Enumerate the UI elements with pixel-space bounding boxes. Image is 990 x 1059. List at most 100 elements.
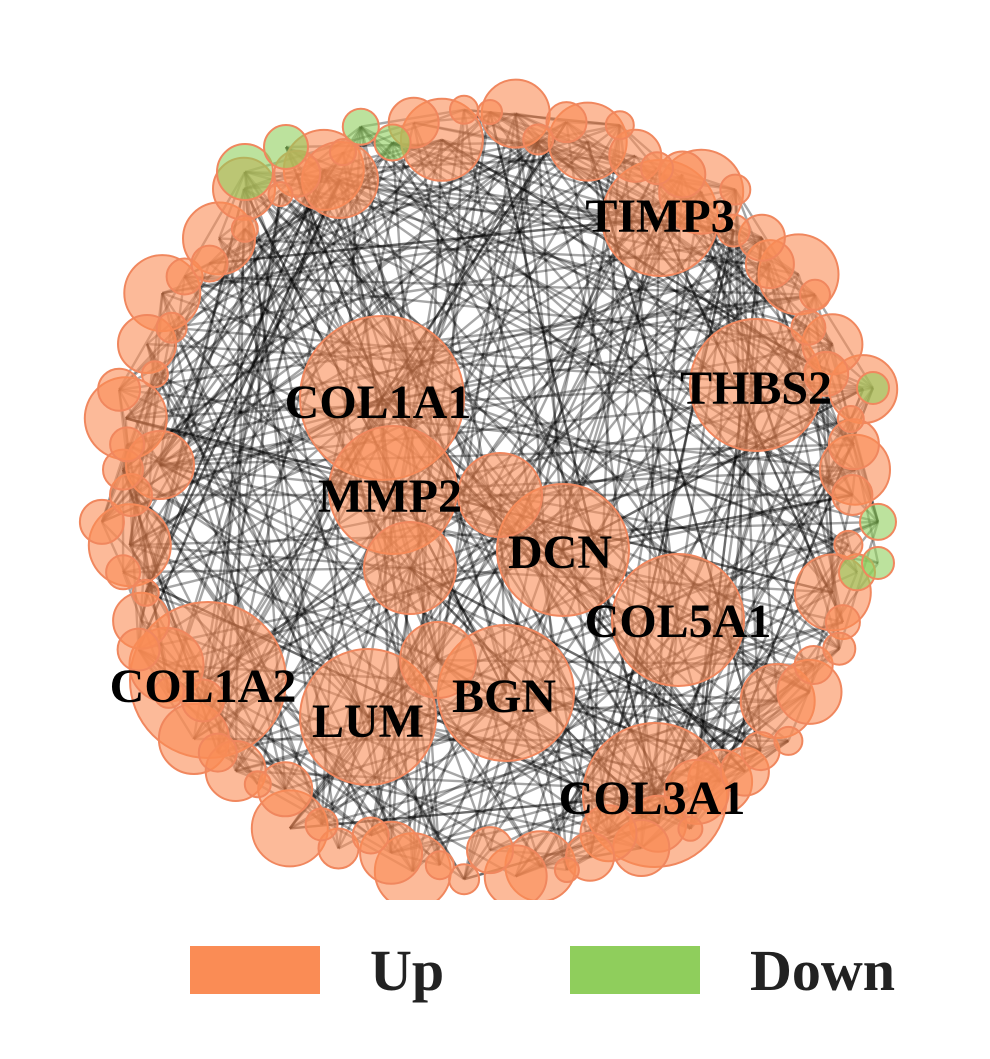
- network-edge: [153, 373, 466, 880]
- network-edge: [489, 111, 834, 594]
- network-edge: [161, 291, 849, 547]
- network-edge: [653, 174, 684, 796]
- legend-label-down: Down: [750, 937, 896, 1003]
- network-edge: [161, 292, 542, 867]
- node-ring-10: [719, 173, 752, 206]
- node-ring-65: [131, 578, 160, 607]
- node-ring-47: [448, 863, 481, 896]
- network-edge: [370, 621, 844, 837]
- node-ring-5: [604, 110, 635, 141]
- network-edge: [122, 138, 539, 471]
- network-edge: [537, 139, 565, 551]
- node-ring-18: [803, 350, 850, 397]
- hub-label-col1a2: COL1A2: [110, 660, 297, 713]
- network-nodes: [78, 78, 899, 900]
- node-ring-24: [859, 502, 897, 541]
- network-edge: [162, 216, 661, 295]
- network-edge: [145, 343, 466, 880]
- network-edge: [499, 236, 763, 496]
- network-edge: [285, 146, 850, 546]
- network-edge: [126, 443, 721, 783]
- network-edge: [171, 121, 568, 329]
- network-edge: [123, 566, 411, 574]
- ppi-network: COL1A1 MMP2 DCN TIMP3 THBS2 COL5A1 COL1A…: [78, 78, 899, 900]
- network-edge: [514, 112, 858, 574]
- network-edge: [125, 154, 636, 420]
- network-edge: [122, 468, 659, 825]
- network-edge: [514, 113, 610, 834]
- node-down-2: [856, 371, 890, 405]
- network-edge: [170, 327, 370, 718]
- network-edge: [118, 293, 816, 391]
- node-ring-30: [793, 645, 834, 685]
- network-edge: [359, 125, 858, 574]
- network-edge: [122, 121, 568, 471]
- network-edge: [183, 275, 542, 867]
- node-inner-0: [363, 521, 457, 615]
- network-edge: [184, 275, 879, 565]
- node-ring-91: [449, 94, 479, 125]
- node-ring-48: [424, 850, 455, 881]
- node-ring-83: [267, 181, 294, 208]
- hub-label-col3a1: COL3A1: [559, 772, 746, 825]
- node-ring-71: [109, 426, 146, 463]
- node-ring-53: [304, 807, 339, 842]
- node-ring-7: [640, 151, 674, 186]
- hub-label-thbs2: THBS2: [680, 362, 832, 415]
- network-edge: [565, 121, 657, 796]
- hub-gene-labels: COL1A1 MMP2 DCN TIMP3 THBS2 COL5A1 COL1A…: [110, 190, 832, 825]
- network-edge: [296, 172, 799, 276]
- network-edge: [125, 293, 816, 420]
- legend-swatch-down: [570, 946, 700, 994]
- legend-label-up: Up: [370, 937, 445, 1003]
- legend-swatch-up: [190, 946, 320, 994]
- legend-item-down: Down: [570, 930, 895, 1010]
- node-ring-20: [836, 405, 865, 433]
- network-edge: [122, 468, 656, 797]
- hub-label-lum: LUM: [312, 695, 424, 748]
- node-ring-43: [553, 857, 580, 883]
- network-edge: [392, 236, 763, 491]
- node-inner-2: [457, 452, 543, 538]
- network-edge: [409, 566, 762, 753]
- hub-label-timp3: TIMP3: [585, 190, 734, 243]
- network-edge: [144, 179, 342, 594]
- network-edge: [209, 216, 661, 265]
- node-ring-73: [97, 367, 142, 412]
- network-edge: [118, 121, 568, 391]
- network-edge: [118, 388, 856, 471]
- node-ring-88: [373, 123, 412, 162]
- node-ring-56: [243, 770, 272, 799]
- node-ring-51: [351, 816, 390, 855]
- node-ring-16: [790, 309, 827, 346]
- node-ring-76: [155, 311, 188, 344]
- node-ring-29: [822, 631, 857, 666]
- hub-label-mmp2: MMP2: [318, 470, 462, 523]
- node-ring-15: [799, 278, 831, 311]
- node-ring-46: [466, 826, 514, 875]
- node-down-3: [861, 546, 895, 580]
- network-edge: [184, 275, 816, 296]
- network-edge: [381, 396, 879, 524]
- network-edge: [122, 293, 816, 471]
- node-ring-33: [773, 725, 804, 756]
- hub-label-bgn: BGN: [452, 670, 556, 723]
- network-edge: [154, 293, 816, 376]
- network-edge: [137, 179, 342, 651]
- network-edge: [488, 111, 657, 796]
- network-edge: [488, 111, 657, 796]
- legend: Up Down: [190, 930, 950, 1010]
- hub-label-col1a1: COL1A1: [285, 376, 472, 429]
- network-edge: [243, 187, 841, 650]
- node-ring-79: [190, 244, 229, 283]
- network-edge: [411, 468, 856, 873]
- node-ring-0: [477, 99, 503, 125]
- network-edge: [159, 463, 762, 753]
- network-edge: [607, 189, 737, 834]
- network-edge: [158, 173, 299, 466]
- node-ring-63: [116, 627, 161, 672]
- network-edge: [144, 169, 325, 594]
- node-ring-66: [105, 554, 142, 591]
- node-down-0: [216, 143, 274, 201]
- node-ring-74: [140, 360, 169, 389]
